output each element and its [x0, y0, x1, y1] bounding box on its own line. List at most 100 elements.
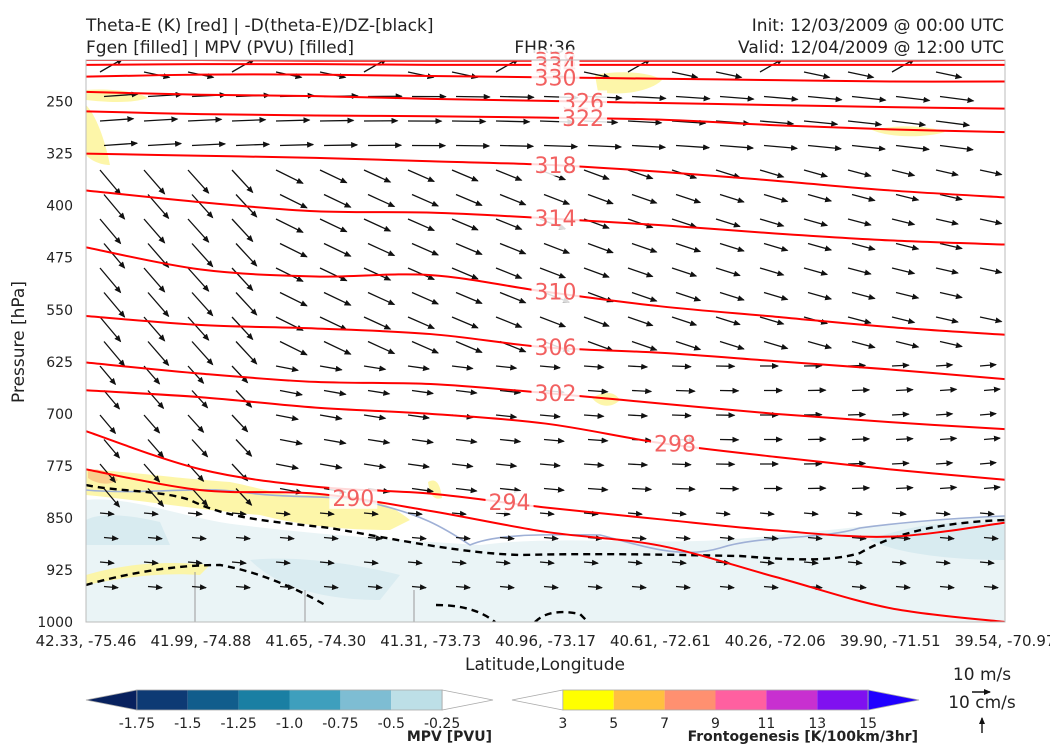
wind-vector	[235, 243, 258, 267]
wind-vector	[803, 71, 831, 80]
wind-vector	[935, 362, 954, 369]
wind-vector	[935, 411, 954, 418]
wind-vector	[363, 169, 392, 183]
wind-vector	[979, 267, 1003, 275]
wind-vector	[759, 218, 785, 228]
wind-vector	[191, 194, 214, 219]
colorbar-tick-label: 3	[558, 716, 567, 732]
colorbar-tick-label: -1.25	[221, 716, 257, 732]
wind-vector	[939, 584, 955, 591]
wind-vector	[99, 267, 122, 294]
wind-vector	[279, 389, 303, 397]
wind-vector	[759, 510, 775, 517]
wind-vector	[631, 486, 653, 493]
colorbar-tick-label: 11	[757, 716, 775, 732]
wind-vector	[187, 414, 205, 433]
wind-vector	[539, 462, 561, 469]
wind-vector	[583, 267, 610, 278]
wind-vector	[99, 414, 117, 435]
wind-vector	[407, 365, 430, 372]
wind-vector	[671, 71, 699, 80]
wind-vector	[719, 340, 745, 351]
contour-label-background	[531, 207, 580, 230]
wind-vector	[319, 365, 343, 372]
wind-vector	[671, 412, 692, 419]
wind-vector	[847, 460, 867, 467]
wind-vector	[935, 218, 959, 226]
wind-vector	[231, 414, 249, 433]
wind-vector	[851, 291, 876, 300]
wind-vector	[411, 584, 427, 591]
wind-vector	[103, 341, 126, 367]
wind-vector	[851, 193, 876, 202]
wind-vector	[499, 143, 535, 150]
wind-vector	[715, 267, 741, 277]
wind-vector	[235, 535, 251, 542]
contour-label-318: 318	[535, 154, 577, 179]
wind-vector	[319, 117, 355, 124]
contour-label-298: 298	[654, 433, 696, 458]
wind-vector	[323, 193, 352, 208]
wind-vector	[495, 218, 523, 230]
wind-vector	[367, 242, 396, 257]
wind-vector	[847, 120, 883, 127]
wind-vector	[99, 316, 122, 343]
wind-vector	[275, 117, 311, 124]
wind-vector	[451, 316, 479, 329]
wind-vector	[279, 584, 295, 591]
wind-vector	[143, 463, 161, 483]
wind-vector	[543, 143, 579, 150]
wind-vector	[235, 390, 253, 408]
wind-vector	[363, 218, 392, 232]
wind-vector	[495, 316, 523, 328]
wind-vector	[983, 535, 999, 542]
wind-vector	[187, 365, 205, 384]
wind-vector	[323, 389, 347, 397]
wind-vector	[451, 218, 479, 231]
wind-vector	[103, 140, 139, 147]
wind-vector	[99, 116, 135, 123]
wind-vector	[103, 194, 126, 220]
wind-vector	[147, 292, 170, 318]
wind-vector	[275, 365, 299, 373]
colorbar-outline	[136, 689, 443, 711]
wind-vector	[807, 242, 833, 252]
wind-vector	[891, 120, 927, 128]
wind-vector	[191, 439, 209, 458]
wind-vector	[103, 535, 119, 542]
contour-label-background	[485, 490, 534, 513]
theta-e-contour-290	[86, 468, 1005, 622]
wind-vector	[587, 388, 609, 395]
colorbar-tick-label: 9	[711, 716, 720, 732]
colorbar-tick-label: -0.25	[424, 716, 460, 732]
fgen-shading-sfc	[86, 563, 210, 585]
colorbar-tick-label: -0.5	[378, 716, 405, 732]
colorbar-tick-label: 15	[859, 716, 877, 732]
wind-vector	[319, 463, 343, 470]
wind-vector	[275, 463, 299, 471]
y-tick-label: 250	[46, 95, 73, 111]
wind-vector	[367, 193, 396, 208]
wind-vector	[231, 169, 254, 194]
wind-vector	[935, 71, 963, 80]
wind-vector	[319, 169, 348, 184]
wind-vector	[759, 169, 785, 179]
wind-vector	[411, 535, 427, 542]
wind-vector	[983, 435, 1001, 442]
contour-label-background	[531, 153, 580, 176]
contour-label-background	[531, 336, 580, 359]
wind-vector	[275, 169, 304, 184]
wind-vector	[495, 510, 511, 517]
wind-vector	[851, 242, 876, 251]
valid-time: Valid: 12/04/2009 @ 12:00 UTC	[738, 38, 1004, 58]
colorbar-tick-label: 5	[609, 716, 618, 732]
wind-vector	[543, 584, 559, 591]
wind-vector	[631, 388, 653, 395]
wind-vector	[895, 193, 920, 202]
wind-vector	[539, 316, 567, 328]
wind-vector	[187, 116, 223, 123]
wind-vector	[895, 584, 911, 591]
wind-vector	[803, 510, 819, 517]
wind-vector	[455, 193, 483, 206]
